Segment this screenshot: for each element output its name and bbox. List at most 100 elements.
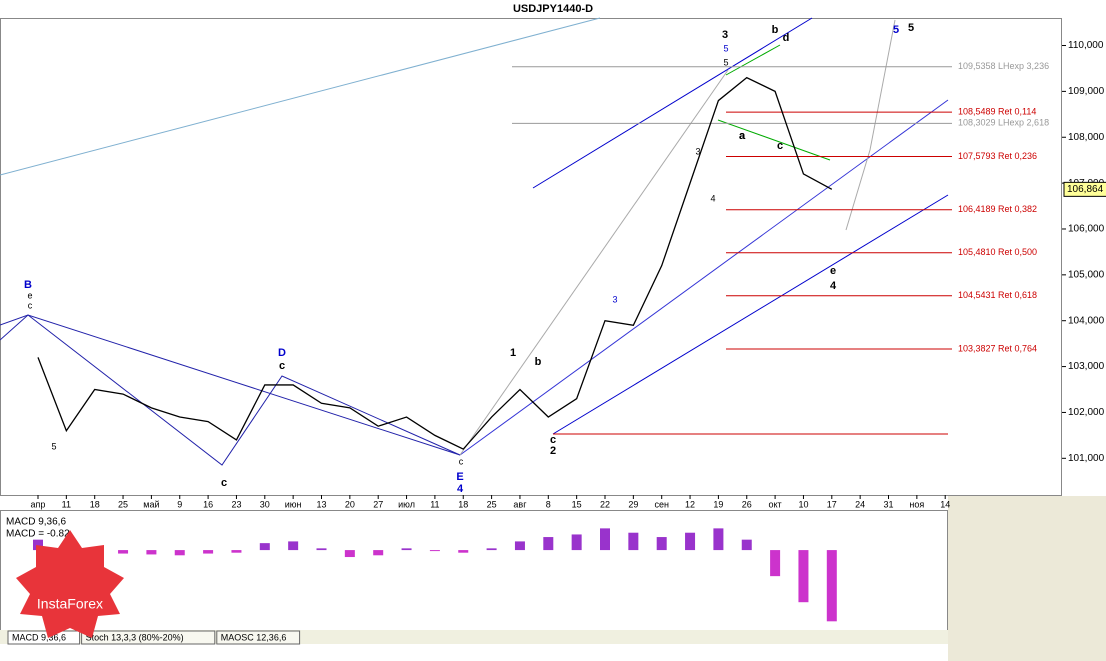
wave-label: 3 [695,146,700,156]
x-tick-label: 16 [203,499,213,509]
x-tick-label: сен [654,499,669,509]
projection-line [459,69,729,456]
wave-label: 5 [51,441,56,451]
x-tick-label: 11 [62,499,71,509]
wave-label: 1 [510,347,516,359]
x-tick-label: 24 [855,499,865,509]
wave-label: 2 [550,445,556,457]
wedge-line [717,119,831,161]
fib-label: 107,5793 Ret 0,236 [958,151,1037,161]
macd-bar [203,550,214,554]
macd-bar [741,539,752,551]
x-tick-label: 12 [685,499,695,509]
x-tick-label: 19 [713,499,723,509]
wave-label: d [783,32,790,44]
x-tick-label: авг [513,499,527,509]
wave-label: c [279,360,285,372]
macd-bar [713,528,724,551]
macd-bar [174,550,185,556]
price-line [37,76,833,450]
macd-bar [429,550,440,552]
x-tick-label: июл [398,499,415,509]
macd-bar [373,550,384,556]
y-tick-label: 105,000 [1068,269,1105,280]
x-tick-label: 25 [118,499,128,509]
wave-label: 4 [457,483,464,495]
channel-line [459,99,949,456]
wave-label: D [278,347,286,359]
tab [216,630,301,645]
wave-label: B [24,279,32,291]
x-tick-label: 20 [345,499,355,509]
y-tick-label: 106,000 [1068,224,1105,235]
x-tick-label: 31 [883,499,893,509]
tab-label: MACD 9,36,6 [12,632,66,642]
macd-bar [316,548,327,551]
macd-bar [33,539,43,551]
x-tick-label: 30 [260,499,270,509]
price-box-label: 106,864 [1067,184,1104,195]
macd-label: MACD 9,36,6 [6,517,66,528]
x-tick-label: 23 [231,499,241,509]
x-tick-label: 17 [827,499,837,509]
x-tick-label: 29 [628,499,638,509]
corner [948,496,1106,661]
macd-bar [543,537,554,551]
macd-bar [458,550,469,553]
wave-label: a [739,130,746,142]
wave-label: 5 [723,43,728,53]
fib-label: 104,5431 Ret 0,618 [958,290,1037,300]
y-tick-label: 109,000 [1068,86,1105,97]
x-tick-label: 8 [546,499,551,509]
x-tick-label: 18 [90,499,100,509]
x-tick-label: 14 [940,499,950,509]
wave-label: c [777,140,783,152]
x-tick-label: 10 [798,499,808,509]
macd-bar [344,550,355,558]
macd-bar [486,548,497,551]
wave-label: 3 [612,294,617,304]
tab-label: Stoch 13,3,3 (80%-20%) [86,632,184,642]
tab [7,630,81,645]
y-tick-label: 103,000 [1068,361,1105,372]
macd-bar [118,550,129,554]
macd-bar [826,550,837,622]
macd-bar [231,550,242,553]
macd-bar [571,534,582,551]
fib-label: 108,3029 LHexp 2,618 [958,118,1049,128]
x-tick-label: май [143,499,159,509]
x-tick-label: 18 [458,499,468,509]
plot-frame [0,18,1062,496]
wave-label: 5 [723,57,728,67]
macd-bar [514,541,525,551]
fib-label: 103,3827 Ret 0,764 [958,343,1037,353]
wave-label: E [456,471,463,483]
macd-bar [401,548,412,551]
macd-bar [770,550,781,577]
x-tick-label: 11 [430,499,439,509]
wave-label: 5 [908,22,914,34]
wave-label: 3 [722,29,728,41]
macd-bar [628,532,639,551]
chart-title: USDJPY1440-D [513,3,593,15]
x-tick-label: 27 [373,499,383,509]
channel-line [532,17,813,189]
wave-label: 4 [710,193,715,203]
x-tick-label: 26 [742,499,752,509]
wave-label: c [459,456,464,466]
wave-label: e [27,290,32,300]
wave-label: b [772,24,779,36]
x-tick-label: 25 [487,499,497,509]
x-tick-label: 22 [600,499,610,509]
y-tick-label: 104,000 [1068,315,1105,326]
wave-label: b [535,356,542,368]
y-tick-label: 110,000 [1068,40,1104,51]
wave-label: c [221,477,227,489]
macd-bar [259,543,270,551]
wave-label: 5 [893,24,899,36]
y-tick-label: 108,000 [1068,132,1105,143]
projection-line [845,19,896,231]
logo: InstaForex [16,530,124,638]
